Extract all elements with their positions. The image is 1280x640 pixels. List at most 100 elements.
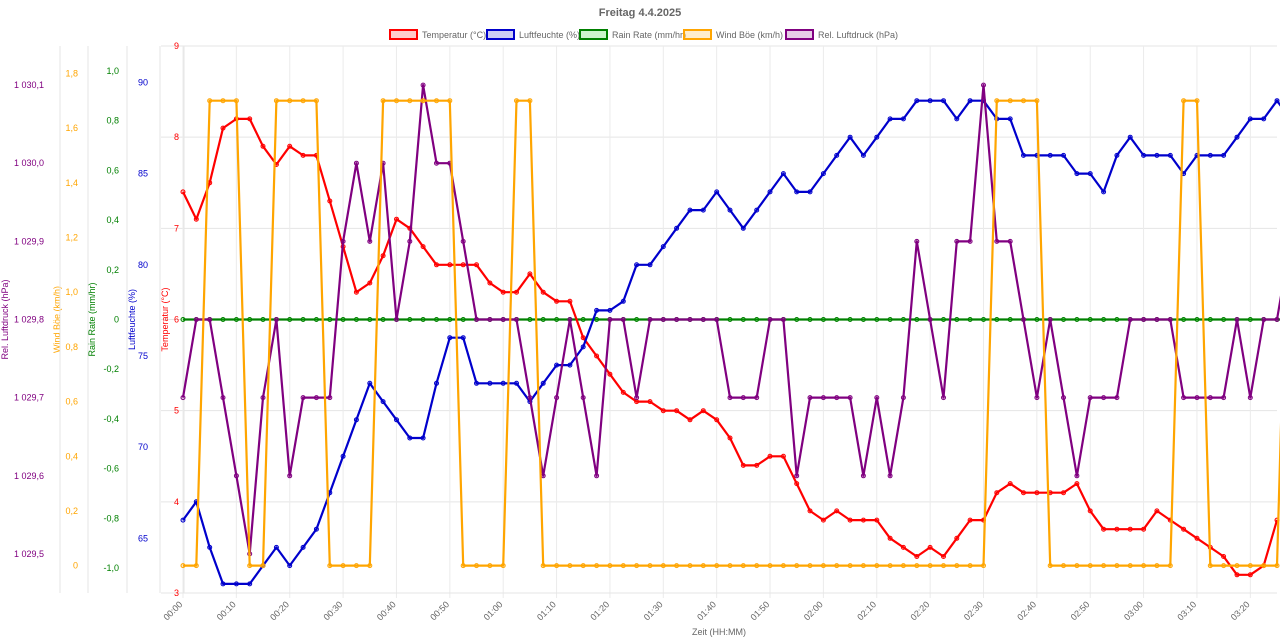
data-point-rain [367, 317, 373, 322]
data-point-wind [874, 563, 880, 569]
data-point-hum [514, 380, 519, 386]
data-point-hum [247, 581, 253, 587]
data-point-press [620, 317, 626, 322]
data-point-rain [1247, 317, 1253, 322]
x-tick-label: 00:20 [268, 599, 291, 622]
data-point-wind [233, 98, 239, 104]
data-point-press [941, 395, 946, 401]
data-point-press [1074, 473, 1080, 479]
y-tick-label-temp: 7 [174, 223, 179, 233]
y-tick-label-temp: 3 [174, 588, 179, 598]
x-axis-title: Zeit (HH:MM) [692, 627, 746, 637]
data-point-wind [754, 563, 760, 569]
y-tick-label-hum: 70 [138, 442, 148, 452]
data-point-rain [1221, 317, 1227, 322]
data-point-press [487, 317, 493, 322]
data-point-wind [674, 563, 680, 569]
data-point-temp [540, 289, 546, 295]
data-point-wind [887, 563, 893, 569]
data-point-wind [260, 563, 266, 569]
data-point-temp [420, 244, 426, 250]
legend-swatch-wind [683, 29, 712, 40]
data-point-rain [313, 317, 319, 322]
data-point-hum [887, 116, 893, 122]
data-point-hum [1247, 116, 1253, 122]
data-point-press [687, 317, 693, 322]
data-point-temp [447, 262, 453, 268]
data-point-hum [1061, 152, 1066, 158]
x-tick-label: 01:40 [695, 599, 718, 622]
data-point-wind [927, 563, 933, 569]
data-point-wind [967, 563, 973, 569]
data-point-hum [1047, 152, 1053, 158]
data-point-wind [914, 563, 920, 569]
data-point-rain [287, 317, 293, 322]
y-tick-label-rain: -0,2 [103, 364, 119, 374]
data-point-hum [500, 380, 506, 386]
data-point-press [340, 238, 346, 244]
y-tick-label-temp: 4 [174, 497, 179, 507]
data-point-press [1141, 317, 1147, 322]
data-point-hum [474, 380, 479, 386]
data-point-rain [594, 317, 600, 322]
legend[interactable]: Temperatur (°C) Luftfeuchte (%) Rain Rate … [389, 29, 898, 40]
data-point-press [1261, 317, 1267, 322]
data-point-wind [1167, 563, 1173, 569]
data-point-press [367, 238, 373, 244]
data-point-hum [273, 544, 279, 550]
data-point-press [874, 395, 880, 401]
data-point-wind [740, 563, 746, 569]
data-point-rain [340, 317, 346, 322]
data-point-wind [1074, 563, 1080, 569]
data-point-press [647, 317, 653, 322]
data-point-hum [900, 116, 906, 122]
data-point-hum [1261, 116, 1267, 122]
data-point-hum [807, 189, 813, 195]
data-point-rain [1034, 317, 1040, 322]
data-point-temp [820, 517, 826, 523]
data-point-wind [994, 98, 1000, 104]
y-tick-label-rain: -0,8 [103, 513, 119, 523]
data-point-press [527, 395, 533, 401]
data-point-wind [407, 98, 413, 104]
data-point-rain [420, 317, 426, 322]
data-point-temp [580, 335, 586, 341]
data-point-temp [1181, 526, 1187, 532]
data-point-rain [914, 317, 920, 322]
x-tick-label: 02:40 [1015, 599, 1038, 622]
data-point-rain [887, 317, 893, 322]
data-point-wind [327, 563, 333, 569]
data-point-wind [607, 563, 613, 569]
data-point-press [887, 473, 893, 479]
data-point-hum [780, 171, 786, 177]
data-point-rain [1074, 317, 1080, 322]
y-tick-label-wind: 1,8 [65, 68, 78, 78]
data-point-hum [1207, 152, 1213, 158]
y-tick-label-rain: 0,2 [106, 265, 119, 275]
data-point-temp [1154, 508, 1160, 514]
data-point-press [460, 238, 466, 244]
data-point-rain [180, 317, 186, 322]
data-point-wind [380, 98, 386, 104]
data-point-rain [794, 317, 800, 322]
data-point-hum [794, 189, 800, 195]
data-point-press [193, 317, 199, 322]
data-point-rain [1114, 317, 1120, 322]
data-point-wind [1127, 563, 1133, 569]
data-point-rain [740, 317, 746, 322]
data-point-rain [300, 317, 306, 322]
y-tick-label-rain: 0,6 [106, 165, 119, 175]
data-point-wind [647, 563, 653, 569]
data-point-rain [540, 317, 546, 322]
data-point-hum [1234, 134, 1240, 140]
data-point-rain [941, 317, 946, 322]
data-point-hum [207, 544, 213, 550]
data-point-wind [447, 98, 453, 104]
data-point-hum [353, 417, 359, 423]
x-tick-label: 01:30 [642, 599, 665, 622]
data-point-temp [914, 554, 920, 559]
data-point-hum [820, 171, 826, 177]
data-point-wind [1021, 98, 1026, 104]
data-point-temp [1074, 481, 1080, 487]
data-point-press [180, 395, 186, 401]
